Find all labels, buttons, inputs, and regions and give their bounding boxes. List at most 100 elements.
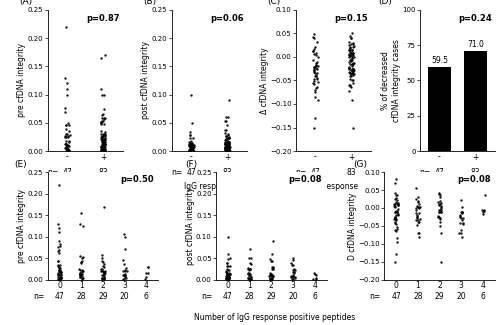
Point bbox=[345, 47, 353, 52]
Point bbox=[55, 277, 63, 282]
Text: p=0.08: p=0.08 bbox=[288, 176, 322, 185]
Point bbox=[310, 68, 318, 73]
Point bbox=[416, 216, 424, 222]
Point bbox=[76, 273, 84, 278]
Point bbox=[100, 144, 108, 150]
Point bbox=[76, 272, 84, 277]
Point bbox=[224, 276, 232, 281]
Point bbox=[56, 265, 64, 270]
Point bbox=[349, 68, 357, 73]
Point bbox=[394, 211, 402, 216]
Text: Number of IgG response positive peptides: Number of IgG response positive peptides bbox=[194, 313, 356, 322]
Point bbox=[54, 258, 62, 263]
Text: 6: 6 bbox=[480, 292, 486, 301]
Point bbox=[346, 70, 354, 75]
Point bbox=[392, 217, 400, 223]
Point bbox=[144, 265, 152, 270]
Point bbox=[62, 81, 70, 86]
Point bbox=[268, 258, 276, 264]
Point bbox=[98, 147, 106, 152]
Point bbox=[54, 221, 62, 226]
Point bbox=[268, 273, 276, 278]
Point bbox=[76, 272, 84, 277]
Point bbox=[392, 195, 400, 200]
Point bbox=[101, 142, 109, 147]
Point bbox=[98, 273, 106, 278]
Point bbox=[100, 270, 108, 275]
Point bbox=[188, 146, 196, 151]
Point bbox=[76, 221, 84, 226]
Point bbox=[121, 234, 129, 239]
Point bbox=[55, 226, 63, 231]
Point bbox=[456, 230, 464, 235]
Point bbox=[100, 134, 108, 139]
Point bbox=[189, 143, 197, 148]
Point bbox=[349, 62, 357, 67]
Point bbox=[288, 277, 296, 282]
Point bbox=[348, 62, 356, 68]
Point bbox=[457, 197, 465, 202]
Point bbox=[412, 197, 420, 202]
Point bbox=[415, 205, 423, 211]
Point bbox=[100, 275, 108, 280]
Point bbox=[102, 141, 110, 146]
Point bbox=[348, 53, 356, 58]
Point bbox=[392, 193, 400, 198]
Point bbox=[345, 64, 353, 70]
Point bbox=[314, 79, 322, 84]
Point bbox=[224, 149, 232, 154]
Point bbox=[98, 145, 106, 150]
Point bbox=[64, 144, 72, 149]
Point bbox=[348, 41, 356, 46]
Point bbox=[100, 268, 108, 273]
Point bbox=[99, 148, 107, 153]
Point bbox=[100, 270, 108, 275]
Point bbox=[226, 271, 234, 277]
Point bbox=[224, 263, 232, 268]
Point bbox=[98, 135, 106, 140]
Point bbox=[119, 276, 127, 281]
Point bbox=[310, 67, 318, 72]
Point bbox=[62, 131, 70, 136]
Point bbox=[55, 183, 63, 188]
Point bbox=[313, 77, 321, 82]
Text: p=0.06: p=0.06 bbox=[210, 14, 244, 23]
Point bbox=[456, 215, 464, 220]
Point bbox=[224, 136, 232, 141]
Point bbox=[56, 270, 64, 275]
Point bbox=[290, 269, 298, 274]
Point bbox=[350, 60, 358, 65]
Point bbox=[309, 58, 317, 63]
Point bbox=[100, 116, 108, 121]
Point bbox=[348, 68, 356, 73]
Point bbox=[99, 268, 107, 273]
Point bbox=[436, 194, 444, 200]
Point bbox=[287, 274, 295, 279]
Point bbox=[62, 126, 70, 131]
Point bbox=[247, 261, 255, 266]
Point bbox=[188, 143, 196, 148]
Point bbox=[244, 275, 252, 280]
Point bbox=[62, 75, 70, 80]
Point bbox=[266, 277, 274, 282]
Point bbox=[459, 222, 467, 227]
Point bbox=[78, 272, 86, 277]
Point bbox=[222, 276, 230, 281]
Point bbox=[435, 202, 443, 207]
Point bbox=[223, 270, 231, 276]
Point bbox=[348, 53, 356, 58]
Point bbox=[346, 57, 354, 62]
Point bbox=[223, 276, 231, 281]
Point bbox=[390, 201, 398, 206]
Point bbox=[414, 200, 422, 205]
Point bbox=[392, 209, 400, 215]
Point bbox=[223, 138, 231, 144]
Point bbox=[225, 139, 233, 145]
Point bbox=[224, 148, 232, 153]
Point bbox=[64, 93, 72, 98]
Point bbox=[99, 146, 107, 151]
Point bbox=[390, 214, 398, 220]
Point bbox=[144, 271, 152, 276]
Point bbox=[100, 259, 108, 265]
Point bbox=[122, 274, 130, 280]
